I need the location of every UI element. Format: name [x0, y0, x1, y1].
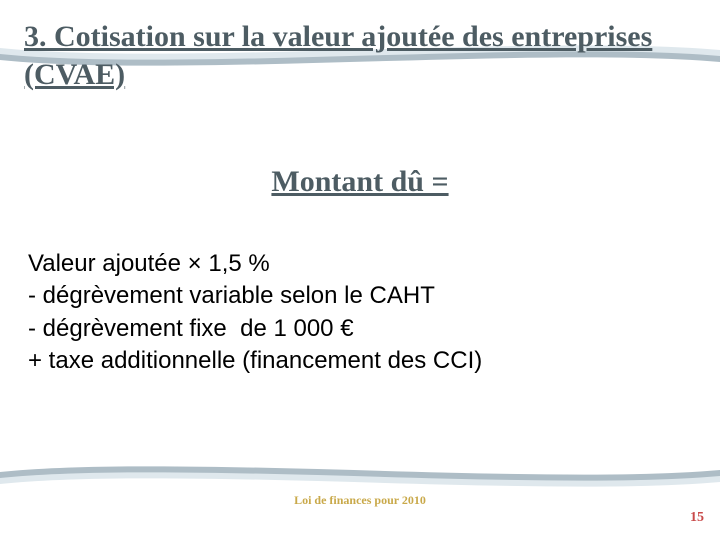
swoosh-light-bottom: [0, 468, 720, 486]
decorative-swoosh-bottom: [0, 464, 720, 492]
body-line: + taxe additionnelle (financement des CC…: [28, 345, 688, 377]
footer-caption: Loi de finances pour 2010: [0, 493, 720, 508]
body-line: - dégrèvement variable selon le CAHT: [28, 280, 688, 312]
body-line: Valeur ajoutée × 1,5 %: [28, 248, 688, 280]
page-number: 15: [690, 510, 704, 526]
slide-subtitle: Montant dû =: [0, 165, 720, 199]
swoosh-dark-bottom: [0, 466, 720, 480]
slide-title: 3. Cotisation sur la valeur ajoutée des …: [24, 18, 684, 93]
body-line: - dégrèvement fixe de 1 000 €: [28, 313, 688, 345]
body-content: Valeur ajoutée × 1,5 % - dégrèvement var…: [28, 248, 688, 378]
